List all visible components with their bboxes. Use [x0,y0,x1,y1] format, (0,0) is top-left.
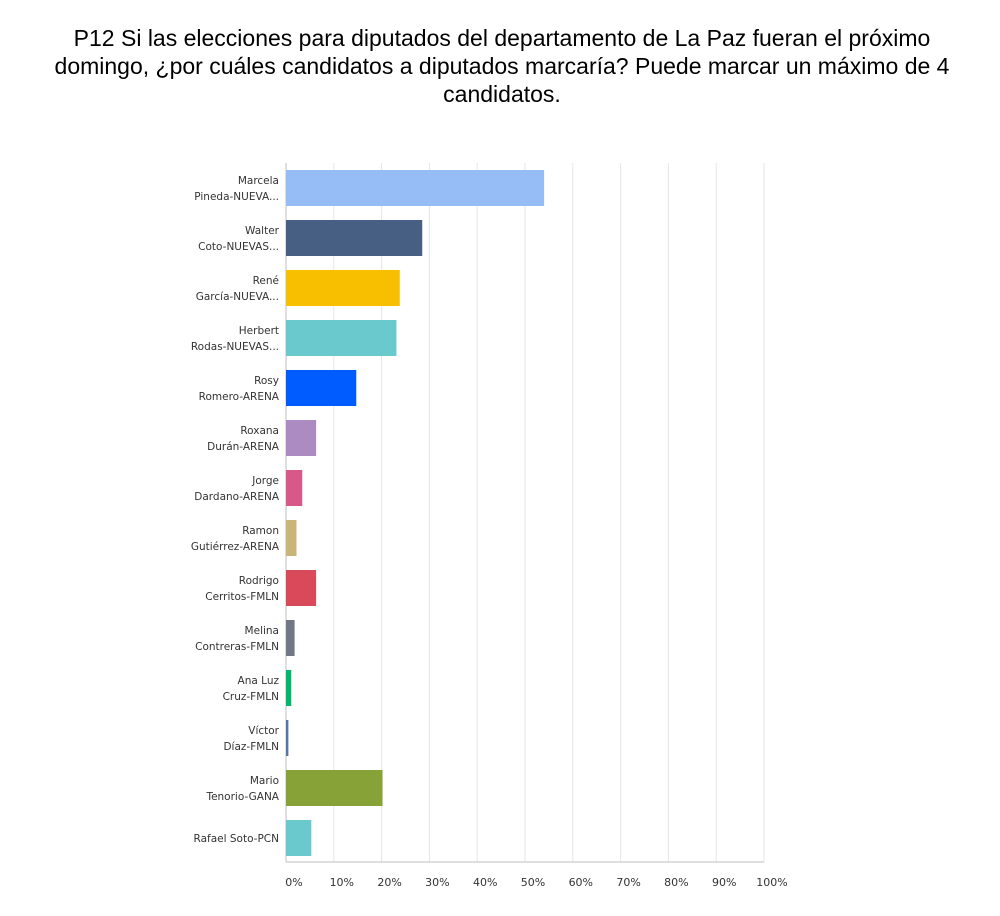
category-label: Herbert [239,325,279,337]
category-label: Ana Luz [238,675,280,687]
bar [286,620,295,656]
bars [286,170,545,856]
grid-lines [285,163,765,863]
category-label: Dardano-ARENA [194,491,280,503]
category-label: Tenorio-GANA [205,791,279,803]
x-tick-label: 30% [425,876,449,889]
category-label: Romero-ARENA [199,391,280,403]
category-label: Pineda-NUEVA... [194,191,279,203]
bar [286,470,303,506]
category-label: García-NUEVA... [196,291,279,303]
bar [286,220,423,256]
category-label: Rafael Soto-PCN [194,833,279,845]
category-label: Coto-NUEVAS... [198,241,279,253]
bar [286,320,397,356]
category-label: Cruz-FMLN [223,691,279,703]
category-label: Ramon [242,525,279,537]
category-label: Cerritos-FMLN [205,591,279,603]
bar [286,520,297,556]
category-label: Víctor [248,725,279,737]
category-label: Gutiérrez-ARENA [191,541,280,553]
bar [286,270,400,306]
x-tick-label: 20% [377,876,401,889]
category-label: Walter [245,225,280,237]
x-tick-label: 100% [756,876,787,889]
x-tick-label: 10% [330,876,354,889]
x-tick-label: 50% [521,876,545,889]
x-tick-label: 60% [569,876,593,889]
bar [286,170,545,206]
bar [286,720,289,756]
bar [286,420,317,456]
bar [286,820,312,856]
x-tick-label: 90% [712,876,736,889]
bar [286,570,317,606]
chart-title: P12 Si las elecciones para diputados del… [54,25,950,107]
category-label: Rodas-NUEVAS... [191,341,279,353]
x-tick-label: 70% [616,876,640,889]
category-label: Roxana [240,425,279,437]
x-axis-ticks: 0% 10% 20% 30% 40% 50% 60% 70% 80% 90% 100% [285,876,787,889]
bar [286,370,357,406]
x-tick-label: 80% [664,876,688,889]
x-tick-label: 40% [473,876,497,889]
category-label: Durán-ARENA [207,441,280,453]
category-label: Mario [250,775,279,787]
category-label: Marcela [238,175,279,187]
category-label: René [253,275,279,287]
category-labels: Marcela Pineda-NUEVA... Walter Coto-NUEVAS.… [191,175,280,845]
category-label: Jorge [251,475,279,487]
category-label: Díaz-FMLN [223,741,279,753]
bar [286,670,292,706]
category-label: Rosy [254,375,279,387]
x-tick-label: 0% [285,876,302,889]
bar [286,770,383,806]
category-label: Rodrigo [239,575,279,587]
category-label: Contreras-FMLN [195,641,279,653]
category-label: Melina [245,625,279,637]
